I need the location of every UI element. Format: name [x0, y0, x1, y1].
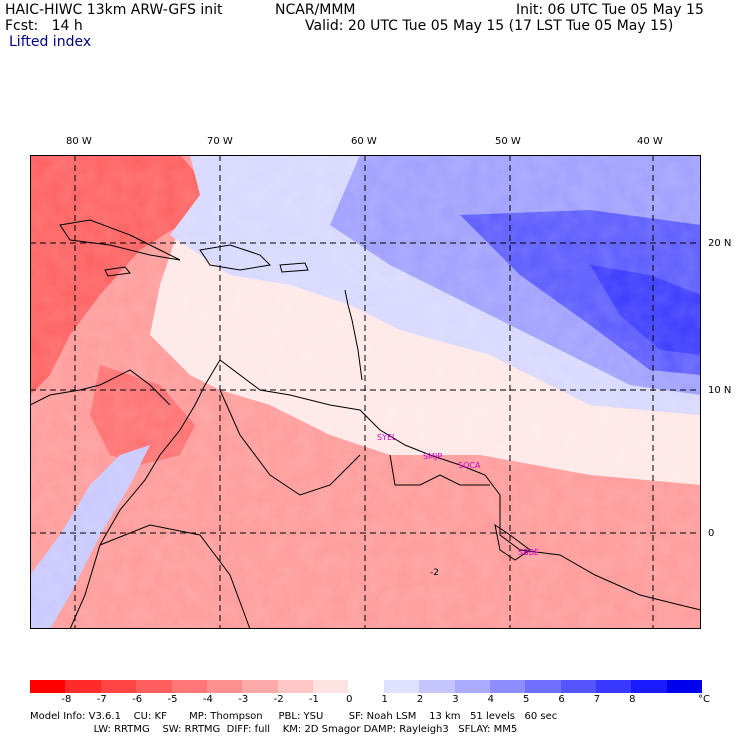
- colorbar-swatch: [171, 680, 207, 693]
- colorbar-swatch: [206, 680, 243, 693]
- border-venezuela: [219, 389, 361, 496]
- colorbar-tick-label: 7: [593, 694, 601, 705]
- colorbar-tick-label: -8: [61, 694, 72, 705]
- colorbar-tick-label: 0: [346, 694, 353, 705]
- colorbar-swatch: [242, 680, 278, 693]
- colorbar-swatch: [348, 680, 384, 693]
- colorbar-tick-label: 8: [629, 694, 636, 705]
- colorbar-swatch: [383, 680, 420, 693]
- colorbar-swatch: [666, 680, 703, 693]
- lifted-index-map: SYEL SMJP SOCA SBBE -2: [30, 155, 701, 629]
- colorbar-swatch: [419, 680, 455, 693]
- colorbar-tick-label: 6: [558, 694, 565, 705]
- colorbar-swatch: [454, 680, 490, 693]
- colorbar-tick-label: 3: [452, 694, 459, 705]
- colorbar-swatch: [277, 680, 313, 693]
- colorbar-tick-label: -6: [132, 694, 143, 705]
- station-syel: SYEL: [377, 433, 397, 442]
- colorbar: [30, 680, 703, 693]
- model-info-line2: LW: RRTMG SW: RRTMG DIFF: full KM: 2D Sm…: [30, 724, 518, 735]
- coastline-lesser-antilles: [344, 289, 363, 381]
- colorbar-swatch: [631, 680, 667, 693]
- coastline-puerto-rico: [279, 262, 309, 273]
- colorbar-unit: °C: [698, 694, 710, 705]
- forecast-hour: Fcst: 14 h: [5, 18, 83, 34]
- colorbar-swatch: [525, 680, 561, 693]
- colorbar-tick-label: -1: [308, 694, 319, 705]
- colorbar-tick-label: 1: [381, 694, 388, 705]
- border-colombia-peru: [99, 524, 251, 629]
- station-smjp: SMJP: [423, 452, 442, 461]
- coastline-south-america: [69, 359, 701, 629]
- lat-label-10n: 10 N: [708, 385, 732, 396]
- colorbar-swatch: [30, 680, 66, 693]
- colorbar-tick-label: 4: [487, 694, 494, 705]
- colorbar-swatch: [65, 680, 101, 693]
- border-guianas: [389, 454, 490, 486]
- colorbar-tick-label: -3: [238, 694, 249, 705]
- lon-label-50w: 50 W: [495, 136, 521, 147]
- station-sbbe: SBBE: [518, 548, 539, 557]
- colorbar-tick-label: 5: [522, 694, 530, 705]
- lon-label-70w: 70 W: [207, 136, 233, 147]
- coastline-hispaniola: [199, 244, 272, 271]
- colorbar-swatch: [313, 680, 349, 693]
- init-time: Init: 06 UTC Tue 05 May 15: [516, 2, 704, 18]
- lat-label-0: 0: [708, 528, 715, 539]
- valid-time: Valid: 20 UTC Tue 05 May 15 (17 LST Tue …: [305, 18, 674, 34]
- colorbar-tick-label: -4: [202, 694, 213, 705]
- colorbar-tick-label: -2: [273, 694, 284, 705]
- colorbar-swatch: [489, 680, 526, 693]
- colorbar-swatch: [100, 680, 137, 693]
- field-name: Lifted index: [9, 34, 92, 50]
- lat-label-20n: 20 N: [708, 238, 732, 249]
- colorbar-swatch: [596, 680, 632, 693]
- contour-label: -2: [430, 568, 439, 578]
- model-info-line1: Model Info: V3.6.1 CU: KF MP: Thompson P…: [30, 711, 558, 722]
- colorbar-tick-label: -7: [96, 694, 107, 705]
- colorbar-labels: -8 -7 -6 -5 -4 -3 -2 -1 0 1 2 3 4 5 6 7 8: [30, 694, 702, 706]
- coastline-cuba: [59, 219, 181, 261]
- model-title: HAIC-HIWC 13km ARW-GFS init: [5, 2, 223, 18]
- station-soca: SOCA: [458, 461, 481, 470]
- coastline-jamaica: [104, 266, 131, 277]
- lon-label-80w: 80 W: [66, 136, 92, 147]
- colorbar-swatch: [136, 680, 172, 693]
- org-label: NCAR/MMM: [275, 2, 356, 18]
- coastline-amazon-delta: [494, 523, 531, 561]
- lon-label-40w: 40 W: [637, 136, 663, 147]
- lon-label-60w: 60 W: [351, 136, 377, 147]
- coastline-central-america: [30, 369, 171, 406]
- colorbar-tick-label: -5: [167, 694, 178, 705]
- colorbar-tick-label: 2: [416, 694, 424, 705]
- colorbar-swatch: [560, 680, 596, 693]
